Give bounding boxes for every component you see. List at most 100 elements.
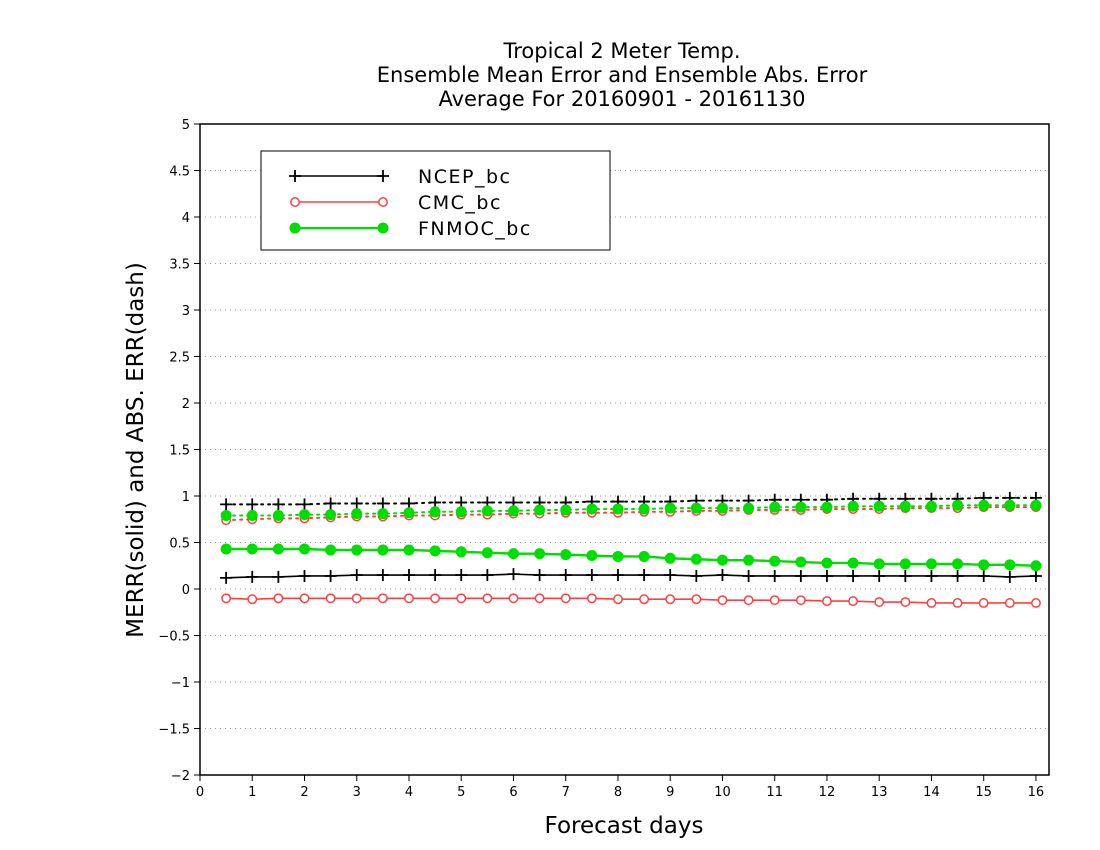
abs-err-line [225, 496, 1037, 506]
data-point [613, 594, 623, 605]
data-point [534, 548, 546, 560]
data-point [978, 499, 990, 511]
data-point [873, 500, 885, 512]
data-point [952, 598, 963, 608]
data-point [1004, 598, 1015, 608]
data-point [298, 543, 310, 555]
data-point [559, 569, 572, 582]
x-tick-label: 0 [196, 785, 204, 800]
data-point [926, 598, 937, 608]
data-point [690, 502, 702, 514]
data-point [821, 501, 833, 513]
data-point [377, 544, 389, 556]
data-point [612, 550, 624, 562]
data-point [925, 558, 937, 570]
data-point [664, 569, 677, 582]
data-point [664, 552, 676, 564]
data-point [586, 503, 598, 515]
data-point [324, 569, 337, 582]
data-point [821, 557, 833, 569]
data-point [534, 593, 545, 604]
y-tick-label: 1 [182, 490, 190, 505]
data-point [978, 559, 990, 571]
data-point [612, 503, 624, 515]
chart-title-line: Tropical 2 Meter Temp. [502, 39, 740, 63]
data-point [743, 595, 754, 606]
data-point [324, 497, 337, 510]
y-axis-label: MERR(solid) and ABS. ERR(dash) [123, 262, 149, 638]
chart-title-line: Average For 20160901 - 20161130 [438, 87, 805, 111]
x-tick-label: 2 [300, 785, 308, 800]
data-point [299, 593, 310, 604]
x-tick-label: 1 [248, 785, 256, 800]
data-point [899, 558, 911, 570]
legend-label: FNMOC_bc [418, 218, 532, 240]
data-point [873, 569, 886, 582]
data-point [638, 503, 650, 515]
data-point [820, 569, 833, 582]
data-point [952, 499, 964, 511]
data-point [298, 498, 311, 511]
x-tick-label: 4 [405, 785, 413, 800]
data-point [430, 593, 441, 604]
plot-series [220, 491, 1042, 608]
y-tick-label: −1.5 [158, 723, 190, 738]
data-point [534, 504, 546, 516]
data-point [952, 558, 964, 570]
data-point [847, 500, 859, 512]
data-point [586, 593, 597, 604]
data-point [350, 497, 363, 510]
x-tick-label: 9 [666, 785, 674, 800]
data-point [1003, 570, 1016, 583]
data-point [847, 569, 860, 582]
data-point [691, 594, 702, 605]
data-point [716, 554, 728, 566]
data-point [429, 569, 442, 582]
merr-line [226, 547, 1036, 567]
x-tick-label: 14 [923, 785, 940, 800]
data-point [586, 550, 598, 562]
data-point [246, 498, 259, 511]
data-point [247, 594, 258, 605]
data-point [638, 550, 650, 562]
y-tick-label: 3.5 [169, 258, 190, 273]
data-point [768, 569, 781, 582]
x-tick-label: 8 [614, 785, 622, 800]
y-axis: 5 4.5 4 3.5 3 2.5 2 1.5 1 0.5 0 −0.5 −1 −1.5 −2 [158, 118, 200, 784]
data-point [899, 500, 911, 512]
x-tick-label: 7 [562, 785, 570, 800]
y-tick-label: −1 [171, 676, 190, 691]
chart-title-line: Ensemble Mean Error and Ensemble Abs. Er… [377, 63, 868, 87]
data-point [289, 222, 301, 234]
data-point [585, 569, 598, 582]
y-tick-label: 3 [182, 304, 190, 319]
data-point [690, 553, 702, 565]
data-point [1030, 560, 1042, 572]
data-point [1004, 559, 1016, 571]
data-point [351, 593, 362, 604]
x-tick-label: 10 [714, 785, 731, 800]
data-point [290, 197, 300, 207]
data-point [873, 558, 885, 570]
data-point [847, 557, 859, 569]
y-tick-label: 5 [182, 118, 190, 133]
data-point [377, 593, 388, 604]
y-tick-label: 4 [182, 211, 190, 226]
data-point [794, 569, 807, 582]
x-tick-label: 6 [509, 785, 517, 800]
data-point [611, 569, 624, 582]
data-point [742, 569, 755, 582]
data-point [716, 569, 729, 582]
data-point [272, 543, 284, 555]
data-point [769, 555, 781, 567]
y-tick-label: 1.5 [169, 444, 190, 459]
data-point [690, 569, 703, 582]
data-point [456, 593, 467, 604]
data-point [221, 593, 232, 604]
data-point [978, 598, 989, 608]
x-tick-label: 15 [975, 785, 992, 800]
x-tick-label: 13 [871, 785, 888, 800]
legend-label: NCEP_bc [418, 166, 511, 188]
data-point [325, 509, 337, 521]
legend-label: CMC_bc [418, 192, 502, 214]
